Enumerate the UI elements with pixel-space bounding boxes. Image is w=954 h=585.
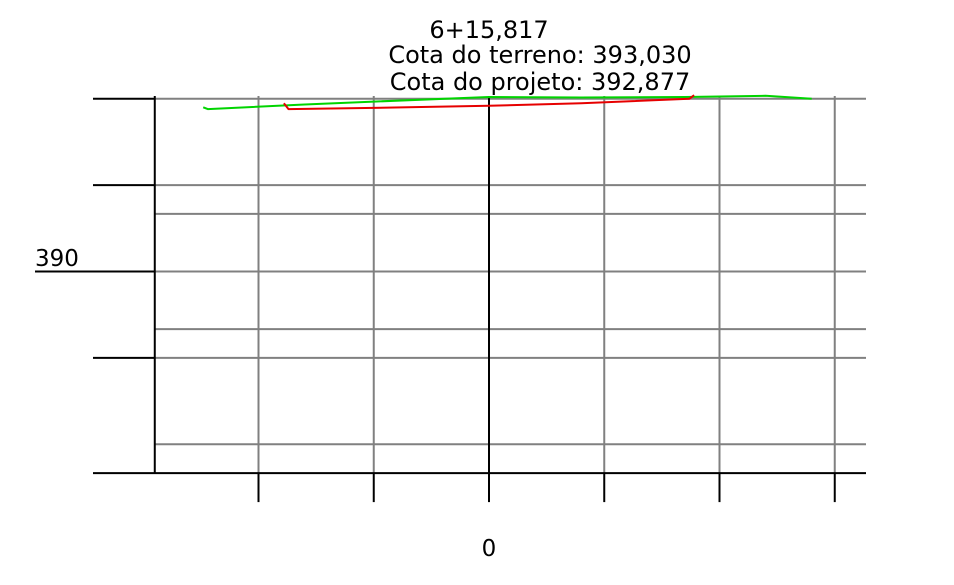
design-profile-line [283,94,695,111]
axis-layer [35,96,866,503]
x-tick-label-0: 0 [482,536,497,562]
station-label: 6+15,817 [429,16,548,44]
grid-layer [154,96,866,474]
terrain-elevation-label: Cota do terreno: 393,030 [388,41,691,69]
terrain-profile-line [202,94,812,111]
label-layer: 6+15,817 Cota do terreno: 393,030 Cota d… [35,16,692,562]
design-elevation-label: Cota do projeto: 392,877 [390,68,690,96]
y-tick-label-390: 390 [35,246,79,272]
series-layer [202,94,812,111]
